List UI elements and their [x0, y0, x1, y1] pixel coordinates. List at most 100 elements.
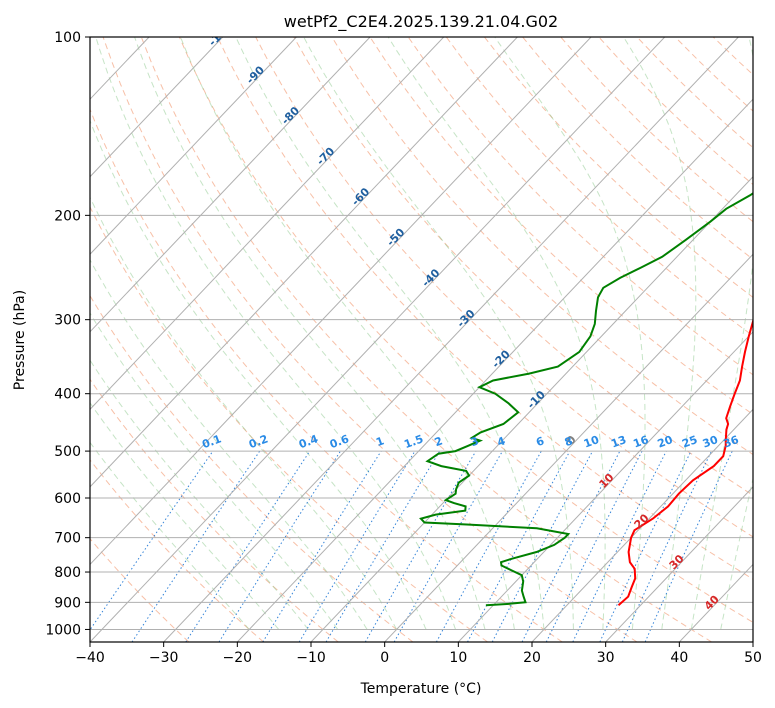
dry-adiabat: [90, 108, 563, 642]
mixing-ratio-line: [90, 450, 214, 631]
mixing-ratio-line: [298, 450, 416, 642]
isotherm-line: [531, 408, 753, 642]
isotherm-label: -10: [525, 388, 548, 411]
mixing-ratio-label: 10: [582, 433, 601, 451]
isotherm-label: -60: [349, 185, 372, 208]
moist-adiabat: [494, 37, 646, 630]
x-tick-label: 50: [744, 650, 762, 666]
isotherm-label: -30: [454, 307, 477, 330]
y-tick-label: 400: [54, 387, 81, 403]
moist-adiabat: [720, 476, 753, 630]
isotherm-label: -90: [244, 63, 267, 86]
y-tick-label: 300: [54, 313, 81, 329]
dry-adiabat: [90, 537, 190, 642]
y-tick-label: 500: [54, 444, 81, 460]
moist-adiabat: [235, 37, 545, 630]
dry-adiabat: [178, 37, 753, 623]
dry-adiabat: [293, 37, 753, 496]
mixing-ratio-label: 8: [563, 434, 575, 449]
moist-adiabat: [690, 37, 753, 630]
y-tick-label: 700: [54, 531, 81, 547]
moist-adiabat: [90, 359, 309, 630]
moist-adiabat: [180, 37, 515, 630]
isotherm-label: 10: [597, 471, 617, 491]
dry-adiabat: [217, 37, 753, 580]
mixing-ratio-line: [325, 450, 441, 642]
dry-adiabat: [90, 459, 264, 642]
dry-adiabat: [712, 37, 753, 76]
y-tick-label: 900: [54, 595, 81, 611]
y-axis-ticks: 100 200 300 400 500 600 700 800 900 1000: [45, 30, 90, 638]
y-tick-label: 200: [54, 208, 81, 224]
mixing-ratio-label: 3: [469, 434, 481, 449]
mixing-ratio-label: 2: [433, 434, 445, 449]
isotherm-label: -40: [419, 266, 442, 289]
moist-adiabat: [303, 37, 574, 630]
mixing-ratio-label: 1: [374, 434, 386, 449]
y-tick-label: 600: [54, 491, 81, 507]
dry-adiabat: [674, 37, 753, 112]
mixing-ratio-label: 4: [495, 434, 507, 449]
isotherm-label: -20: [490, 347, 513, 370]
moist-adiabat: [90, 441, 250, 630]
mixing-ratio-line: [644, 450, 733, 642]
isotherm-label: 20: [632, 511, 652, 531]
y-axis-label: Pressure (hPa): [12, 290, 28, 390]
dry-adiabat: [102, 37, 638, 642]
grid-lines: [0, 37, 753, 642]
dry-adiabat: [407, 37, 753, 376]
dry-adiabat: [560, 37, 753, 223]
isotherm-line: [752, 641, 753, 642]
mixing-ratio-line: [218, 450, 341, 642]
mixing-ratio-label: 20: [656, 433, 675, 451]
mixing-ratio-label: 0.4: [297, 432, 320, 451]
mixing-ratio-label: 0.2: [247, 432, 270, 451]
mixing-ratio-line: [393, 450, 503, 642]
x-tick-label: 20: [523, 650, 541, 666]
mixing-ratio-line: [545, 450, 643, 642]
isotherm-line: [90, 37, 445, 411]
background-lines: [90, 37, 753, 642]
mixing-ratio-line: [131, 450, 261, 642]
dry-adiabat: [90, 205, 488, 642]
isotherm-line: [90, 37, 371, 333]
y-tick-label: 100: [54, 30, 81, 46]
moist-adiabat: [134, 37, 486, 630]
moist-adiabat: [623, 37, 697, 630]
isotherm-label: 40: [702, 592, 722, 612]
x-axis-label: Temperature (°C): [360, 681, 482, 697]
mixing-ratio-label: 13: [609, 433, 628, 450]
dry-adiabat: [255, 37, 753, 538]
isotherm-line: [90, 37, 224, 178]
chart-title: wetPf2_C2E4.2025.139.21.04.G02: [284, 12, 558, 32]
isotherm-line: [384, 253, 753, 642]
x-tick-label: −40: [75, 650, 105, 666]
isotherm-line: [0, 37, 2, 642]
dry-adiabat: [140, 37, 712, 642]
moist-adiabat: [90, 402, 280, 630]
isotherm-line: [236, 98, 753, 642]
x-tick-label: 30: [597, 650, 615, 666]
mixing-ratio-label: 16: [631, 433, 650, 451]
x-tick-label: 10: [449, 650, 467, 666]
isotherm-line: [90, 37, 592, 566]
isotherm-line: [163, 37, 739, 642]
dry-adiabat: [331, 37, 753, 456]
mixing-ratio-label: 25: [680, 433, 699, 450]
x-tick-label: −10: [296, 650, 326, 666]
y-tick-label: 800: [54, 565, 81, 581]
series-lines: [419, 192, 753, 607]
mixing-ratio-label: 36: [722, 433, 741, 451]
isotherm-label: -50: [384, 226, 407, 249]
isotherm-line: [90, 37, 518, 488]
mixing-ratio-line: [572, 450, 667, 642]
mixing-ratio-line: [364, 450, 477, 642]
y-tick-label: 1000: [45, 622, 81, 638]
moist-adiabat: [90, 258, 368, 630]
mixing-ratio-line: [467, 450, 571, 642]
mixing-ratio-line: [185, 450, 311, 642]
x-tick-label: 40: [670, 650, 688, 666]
isotherm-line: [90, 37, 297, 256]
moist-adiabat: [95, 37, 456, 630]
